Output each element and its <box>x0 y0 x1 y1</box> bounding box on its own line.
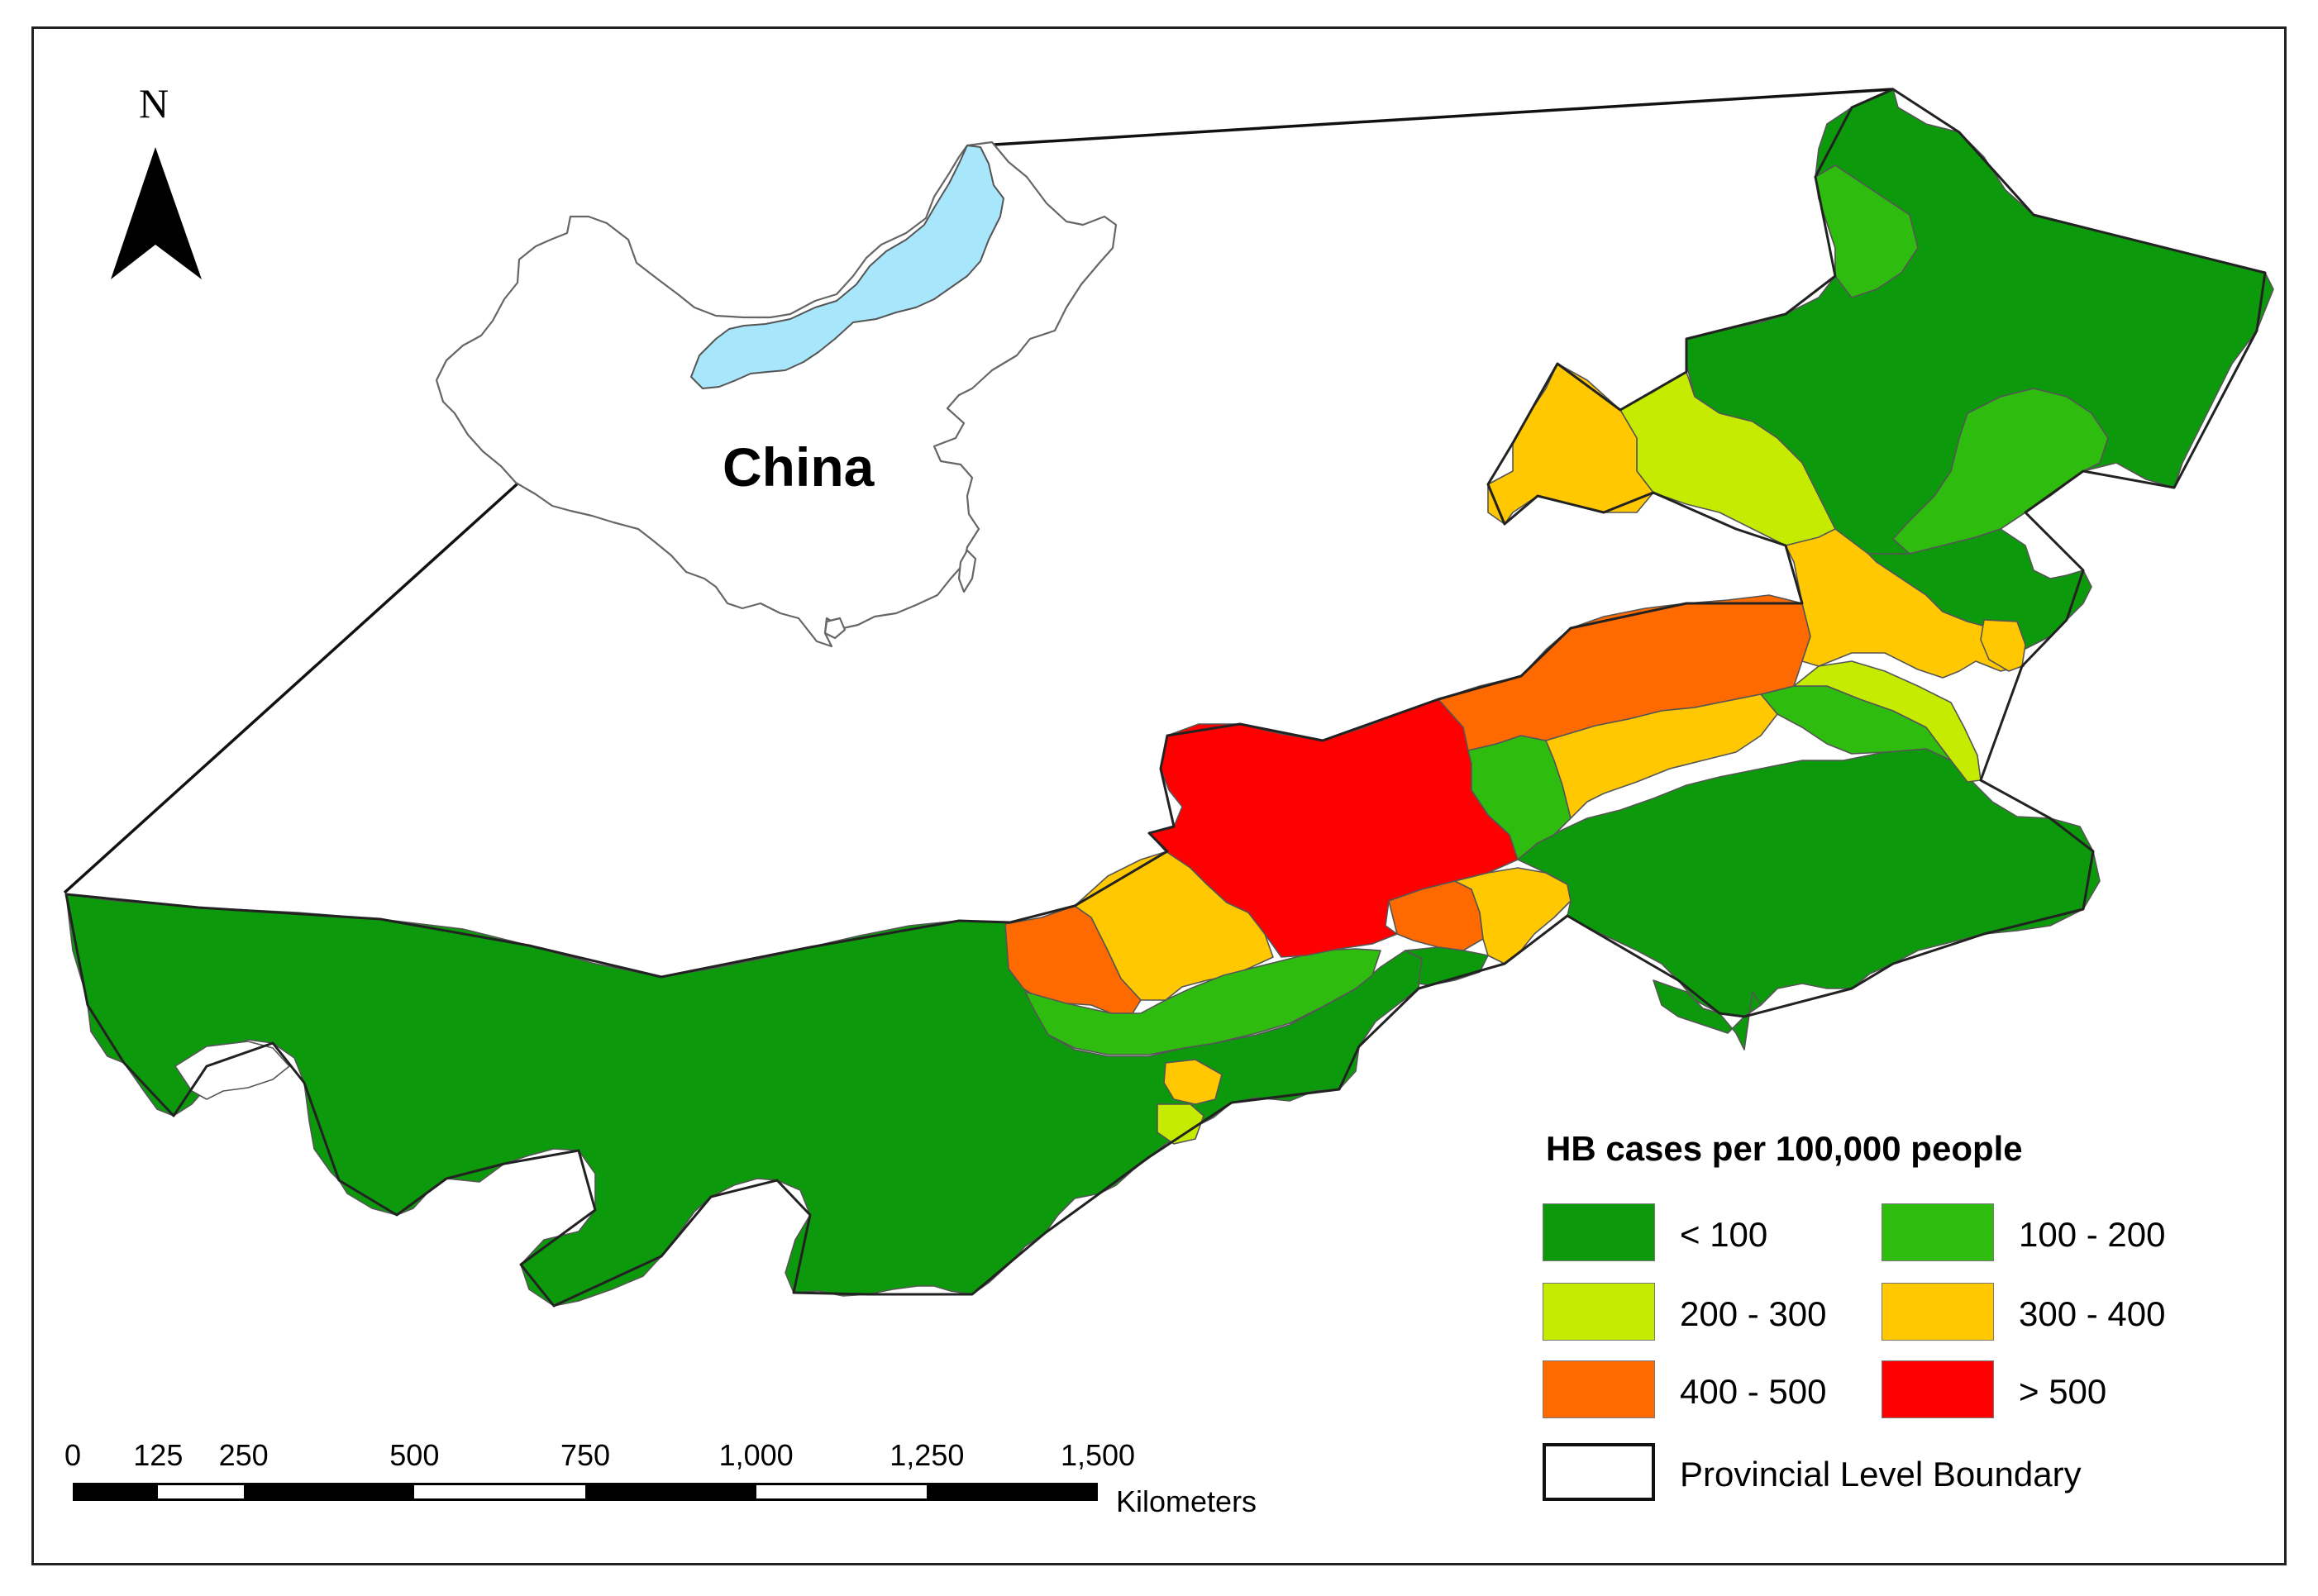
legend-label: < 100 <box>1680 1215 1768 1254</box>
legend-item-boundary: Provincial Level Boundary <box>1543 1443 2254 1503</box>
scale-segment <box>585 1485 756 1498</box>
legend-label: 400 - 500 <box>1680 1372 1827 1411</box>
region-south-yellow <box>1163 1059 1223 1105</box>
region-yellow-center <box>1454 867 1572 965</box>
region-green-ne <box>1815 164 1919 298</box>
legend-label-boundary: Provincial Level Boundary <box>1680 1455 2082 1494</box>
scale-tick-label: 250 <box>218 1438 269 1472</box>
region-yellow-se <box>1980 619 2026 672</box>
scale-segment <box>73 1485 159 1498</box>
legend-item-4: 400 - 500 <box>1543 1360 1906 1420</box>
scale-tick-label: 1,250 <box>890 1438 965 1472</box>
scale-tick-label: 125 <box>133 1438 184 1472</box>
hainan-island <box>823 617 847 640</box>
region-orange-north <box>1438 594 1811 751</box>
legend-label: 300 - 400 <box>2019 1294 2166 1333</box>
legend-label: 200 - 300 <box>1680 1294 1827 1333</box>
legend-title: HB cases per 100,000 people <box>1546 1129 2023 1168</box>
scale-segment <box>414 1485 585 1498</box>
scale-tick-label: 750 <box>560 1438 611 1472</box>
region-green-ne-2 <box>1892 388 2109 555</box>
region-east-lower <box>1653 979 1762 1051</box>
china-outline <box>435 141 1118 648</box>
scale-tick-label: 1,500 <box>1060 1438 1136 1472</box>
china-label: China <box>723 436 875 498</box>
legend-item-0: < 100 <box>1543 1203 1906 1263</box>
legend-swatch-boundary <box>1543 1443 1655 1501</box>
scale-tick-label: 0 <box>64 1438 82 1472</box>
leader-line-top <box>980 88 1894 147</box>
province-outline <box>64 88 2267 1308</box>
legend-label: 100 - 200 <box>2019 1215 2166 1254</box>
taiwan-island <box>957 549 977 593</box>
legend-swatch <box>1543 1203 1655 1261</box>
region-yellow-north <box>1545 693 1778 819</box>
legend-swatch <box>1882 1283 1994 1341</box>
scale-segment <box>158 1485 244 1498</box>
scale-segment <box>243 1485 415 1498</box>
legend-item-1: 100 - 200 <box>1882 1203 2245 1263</box>
legend-swatch <box>1882 1203 1994 1261</box>
region-east-central <box>1517 748 2101 1017</box>
legend-item-3: 300 - 400 <box>1882 1283 2245 1342</box>
region-green-strip <box>1024 948 1381 1055</box>
scale-bar: 0 125 250 500 750 1,000 1,250 1,500 Kilometers <box>64 1438 1296 1537</box>
region-lime-east <box>1793 660 1982 783</box>
scale-bar-body <box>73 1483 1098 1501</box>
inner-mongolia-highlight <box>690 145 1004 389</box>
legend-label: > 500 <box>2019 1372 2107 1411</box>
region-south-lime <box>1157 1103 1204 1145</box>
scale-tick-label: 500 <box>389 1438 440 1472</box>
legend-swatch <box>1882 1360 1994 1418</box>
legend-item-5: > 500 <box>1882 1360 2245 1420</box>
region-west-white-notch <box>174 1041 290 1100</box>
scale-segment <box>927 1485 1098 1498</box>
legend-item-2: 200 - 300 <box>1543 1283 1906 1342</box>
region-west <box>65 893 1423 1307</box>
scale-tick-label: 1,000 <box>718 1438 794 1472</box>
legend-swatch <box>1543 1360 1655 1418</box>
legend-swatch <box>1543 1283 1655 1341</box>
scale-units: Kilometers <box>1116 1484 1257 1518</box>
north-arrow-icon <box>111 147 202 279</box>
north-arrow-label: N <box>139 80 169 126</box>
scale-segment <box>756 1485 928 1498</box>
